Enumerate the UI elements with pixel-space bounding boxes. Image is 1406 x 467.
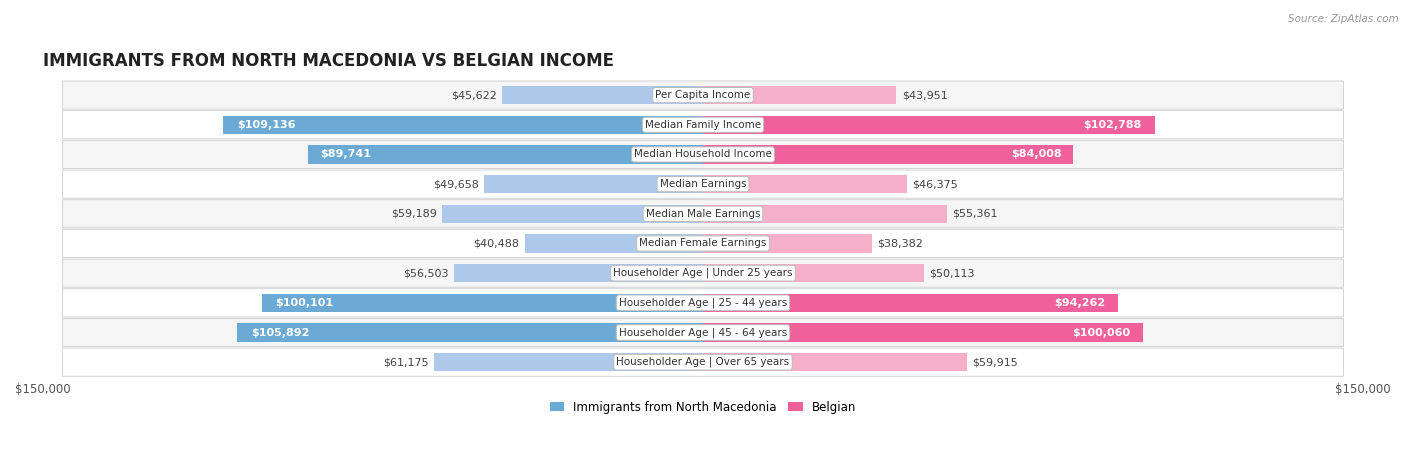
Text: Householder Age | 45 - 64 years: Householder Age | 45 - 64 years bbox=[619, 327, 787, 338]
Text: $59,915: $59,915 bbox=[972, 357, 1018, 367]
Text: $61,175: $61,175 bbox=[382, 357, 429, 367]
FancyBboxPatch shape bbox=[63, 111, 1343, 139]
Bar bbox=[703, 323, 1143, 342]
Text: Median Earnings: Median Earnings bbox=[659, 179, 747, 189]
Text: $56,503: $56,503 bbox=[404, 268, 449, 278]
Bar bbox=[524, 234, 703, 253]
Bar bbox=[703, 86, 897, 104]
Legend: Immigrants from North Macedonia, Belgian: Immigrants from North Macedonia, Belgian bbox=[546, 396, 860, 418]
Text: $100,101: $100,101 bbox=[276, 298, 333, 308]
Text: Householder Age | Under 25 years: Householder Age | Under 25 years bbox=[613, 268, 793, 278]
FancyBboxPatch shape bbox=[63, 81, 1343, 109]
Text: Householder Age | 25 - 44 years: Householder Age | 25 - 44 years bbox=[619, 297, 787, 308]
Bar bbox=[443, 205, 703, 223]
FancyBboxPatch shape bbox=[63, 141, 1343, 169]
Text: Median Household Income: Median Household Income bbox=[634, 149, 772, 159]
Text: $38,382: $38,382 bbox=[877, 239, 924, 248]
Text: $89,741: $89,741 bbox=[321, 149, 371, 159]
Text: Householder Age | Over 65 years: Householder Age | Over 65 years bbox=[616, 357, 790, 368]
Text: $55,361: $55,361 bbox=[952, 209, 997, 219]
Text: Source: ZipAtlas.com: Source: ZipAtlas.com bbox=[1288, 14, 1399, 24]
Text: IMMIGRANTS FROM NORTH MACEDONIA VS BELGIAN INCOME: IMMIGRANTS FROM NORTH MACEDONIA VS BELGI… bbox=[42, 52, 614, 71]
FancyBboxPatch shape bbox=[63, 348, 1343, 376]
Bar bbox=[222, 115, 703, 134]
Bar bbox=[434, 353, 703, 371]
Bar bbox=[454, 264, 703, 283]
Bar bbox=[703, 353, 967, 371]
Bar bbox=[263, 294, 703, 312]
Text: $46,375: $46,375 bbox=[912, 179, 957, 189]
Text: Per Capita Income: Per Capita Income bbox=[655, 90, 751, 100]
Text: $102,788: $102,788 bbox=[1084, 120, 1142, 130]
Bar bbox=[502, 86, 703, 104]
Text: $100,060: $100,060 bbox=[1071, 327, 1130, 338]
Text: Median Family Income: Median Family Income bbox=[645, 120, 761, 130]
Text: $50,113: $50,113 bbox=[929, 268, 974, 278]
Bar bbox=[703, 234, 872, 253]
FancyBboxPatch shape bbox=[63, 318, 1343, 347]
FancyBboxPatch shape bbox=[63, 229, 1343, 258]
FancyBboxPatch shape bbox=[63, 200, 1343, 228]
FancyBboxPatch shape bbox=[63, 170, 1343, 198]
Bar bbox=[238, 323, 703, 342]
Text: $40,488: $40,488 bbox=[474, 239, 520, 248]
Bar bbox=[703, 175, 907, 193]
Text: $59,189: $59,189 bbox=[391, 209, 437, 219]
FancyBboxPatch shape bbox=[63, 289, 1343, 317]
Text: $49,658: $49,658 bbox=[433, 179, 479, 189]
Text: $84,008: $84,008 bbox=[1011, 149, 1062, 159]
Bar bbox=[703, 264, 924, 283]
Bar bbox=[703, 145, 1073, 163]
Bar bbox=[703, 294, 1118, 312]
Text: $45,622: $45,622 bbox=[451, 90, 496, 100]
Bar bbox=[703, 115, 1156, 134]
Text: $109,136: $109,136 bbox=[238, 120, 295, 130]
FancyBboxPatch shape bbox=[63, 259, 1343, 287]
Bar bbox=[703, 205, 946, 223]
Text: Median Female Earnings: Median Female Earnings bbox=[640, 239, 766, 248]
Text: $105,892: $105,892 bbox=[250, 327, 309, 338]
Bar bbox=[485, 175, 703, 193]
Text: Median Male Earnings: Median Male Earnings bbox=[645, 209, 761, 219]
Text: $43,951: $43,951 bbox=[901, 90, 948, 100]
Text: $94,262: $94,262 bbox=[1054, 298, 1105, 308]
Bar bbox=[308, 145, 703, 163]
